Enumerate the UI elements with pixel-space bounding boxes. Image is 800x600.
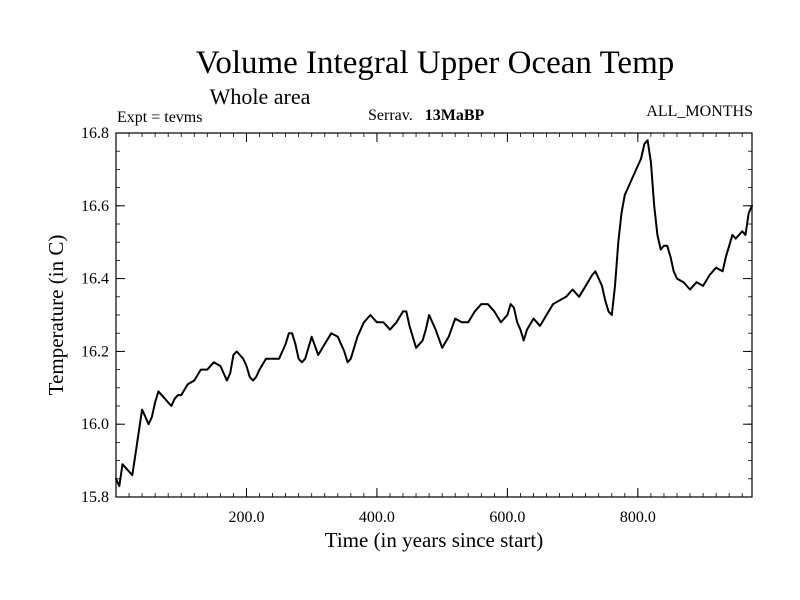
y-tick-label: 15.8: [81, 489, 109, 506]
period-age: 13MaBP: [425, 107, 485, 124]
chart-subtitle: Whole area: [210, 84, 311, 109]
series-line: [115, 139, 753, 488]
period-name: Serrav.: [368, 107, 413, 124]
period-label: Serrav. 13MaBP: [368, 107, 484, 124]
y-tick-label: 16.8: [81, 125, 109, 142]
y-tick-label: 16.4: [81, 271, 109, 288]
axis-tick-labels: 200.0 400.0 600.0 800.0 15.8 16.0 16.2 16.4 16.6…: [81, 125, 656, 526]
x-tick-label: 800.0: [620, 509, 656, 526]
data-series: [115, 139, 753, 488]
chart-title: Volume Integral Upper Ocean Temp: [196, 45, 674, 81]
y-tick-label: 16.2: [81, 343, 109, 360]
axis-ticks: [116, 132, 752, 498]
plot-frame: [115, 132, 753, 498]
x-tick-label: 200.0: [228, 509, 264, 526]
x-axis-label: Time (in years since start): [325, 528, 544, 552]
y-tick-label: 16.0: [81, 416, 109, 433]
months-label: ALL_MONTHS: [646, 103, 753, 120]
x-tick-label: 400.0: [359, 509, 395, 526]
x-tick-label: 600.0: [489, 509, 525, 526]
experiment-label: Expt = tevms: [117, 109, 202, 126]
y-tick-label: 16.6: [81, 198, 109, 215]
y-axis-label: Temperature (in C): [44, 235, 68, 396]
